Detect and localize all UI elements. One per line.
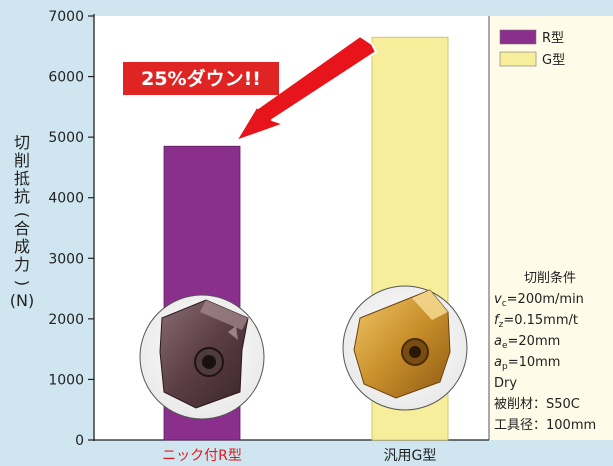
y-tick-label: 5000 <box>48 130 84 146</box>
y-tick-label: 0 <box>75 433 84 449</box>
y-tick-label: 6000 <box>48 70 84 86</box>
y-label-char: 成 <box>14 237 30 256</box>
y-tick-label: 2000 <box>48 312 84 328</box>
g-type-insert-photo <box>342 285 468 411</box>
gold-insert-icon <box>353 289 451 399</box>
legend-swatch <box>499 51 537 67</box>
y-label-char: 合 <box>14 219 30 238</box>
legend-label: G型 <box>542 53 565 68</box>
condition-line: vc=200m/min <box>494 292 584 309</box>
category-label: 汎用G型 <box>384 448 437 464</box>
y-tick-label: 3000 <box>48 251 84 267</box>
cutting-conditions: 切削条件 vc=200m/min fz=0.15mm/t ae=20mm ap=10m… <box>494 270 596 433</box>
y-tick-label: 7000 <box>48 9 84 25</box>
y-label-char: 力 <box>14 255 30 274</box>
condition-line: ae=20mm <box>494 334 560 351</box>
condition-line: 工具径：100mm <box>494 418 596 433</box>
legend-label: R型 <box>542 31 564 46</box>
y-ticks: 0 1000 2000 3000 4000 5000 6000 7000 <box>48 9 94 449</box>
y-tick-label: 4000 <box>48 191 84 207</box>
legend: R型 G型 <box>499 29 565 68</box>
condition-line: fz=0.15mm/t <box>494 313 578 330</box>
y-label-char: 抵 <box>14 169 30 188</box>
category-label: ニック付R型 <box>162 448 242 464</box>
y-tick-label: 1000 <box>48 372 84 388</box>
category-labels: ニック付R型 汎用G型 <box>162 448 436 464</box>
condition-line: ap=10mm <box>494 355 560 372</box>
purple-insert-icon <box>159 299 249 409</box>
y-axis-unit: (N) <box>10 291 34 310</box>
y-label-char: 削 <box>14 151 30 170</box>
y-label-char: ( <box>13 212 32 218</box>
y-label-char: ) <box>13 280 32 286</box>
condition-line: 被削材：S50C <box>494 397 580 412</box>
r-type-insert-photo <box>139 294 265 420</box>
callout-badge: 25%ダウン!! <box>123 62 279 95</box>
callout-text: 25%ダウン!! <box>141 67 261 90</box>
condition-line: Dry <box>494 376 517 391</box>
red-arrow-icon <box>235 35 377 142</box>
y-label-char: 抗 <box>14 187 30 206</box>
y-label-char: 切 <box>14 133 30 152</box>
conditions-panel <box>489 16 613 440</box>
conditions-title: 切削条件 <box>524 270 576 286</box>
legend-swatch <box>499 29 537 45</box>
